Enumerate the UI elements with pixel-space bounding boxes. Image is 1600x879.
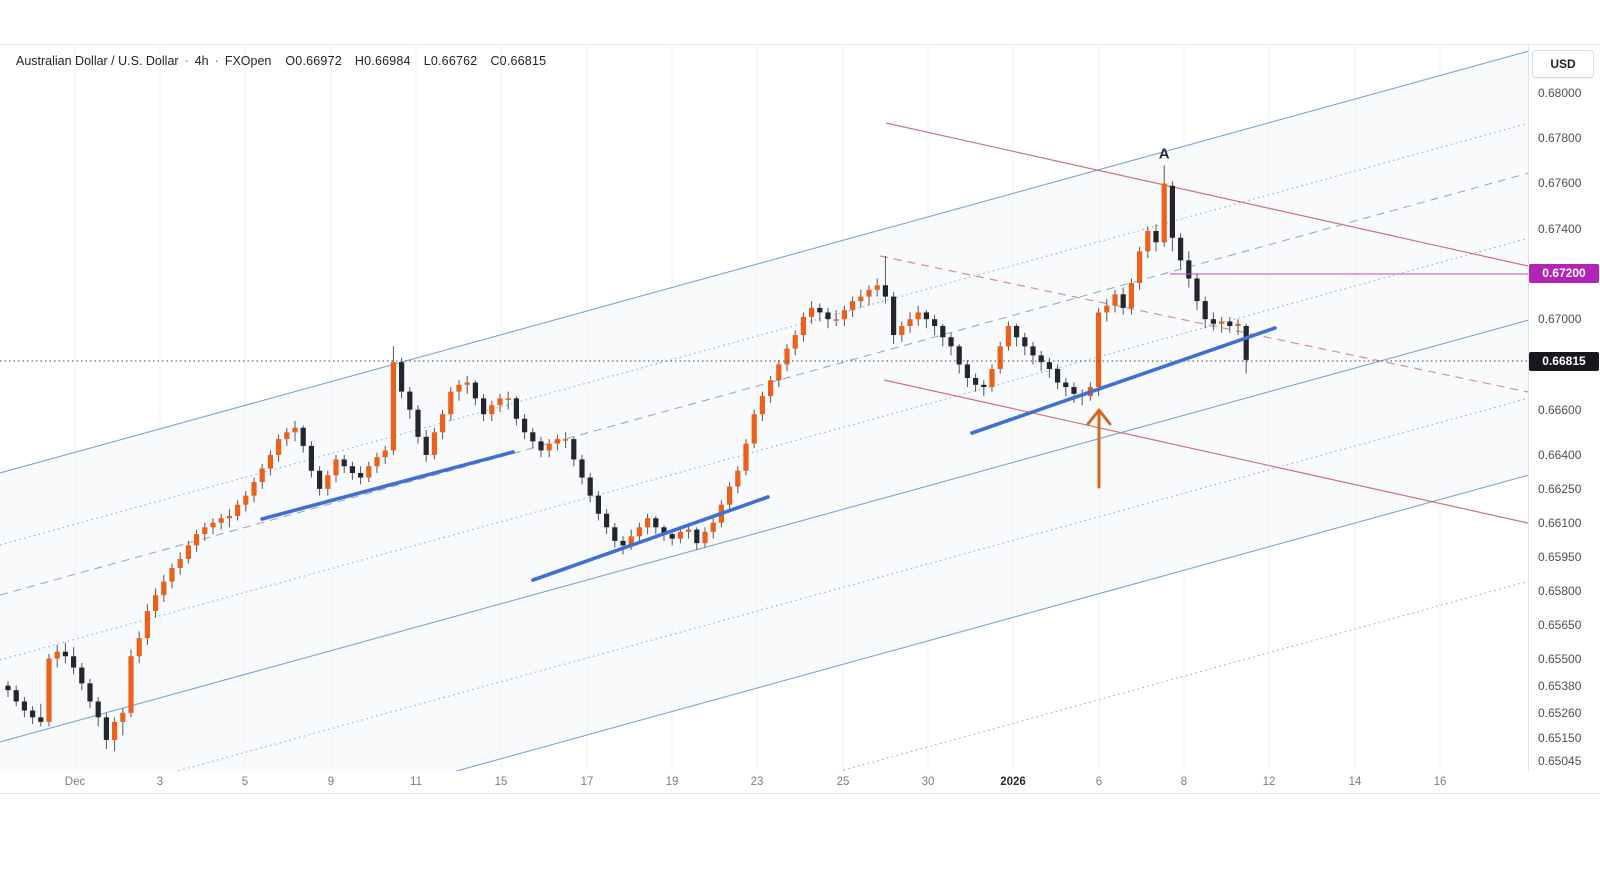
price-axis-label: 0.65950: [1538, 549, 1582, 564]
interval-label: 4h: [194, 53, 209, 68]
ohlc-c-value: C0.66815: [490, 53, 547, 68]
price-axis-label: 0.68000: [1538, 86, 1582, 100]
wave-a-label: A: [1159, 145, 1170, 162]
time-axis-label: 25: [836, 776, 850, 788]
time-axis-label: 12: [1262, 776, 1276, 788]
currency-button[interactable]: USD: [1532, 50, 1594, 78]
separator-dot: ·: [214, 53, 219, 68]
price-axis-label: 0.67600: [1538, 176, 1582, 191]
time-axis-label: 6: [1095, 776, 1103, 788]
ohlc-l-value: L0.66762: [423, 53, 478, 68]
price-axis-label: 0.67400: [1538, 221, 1582, 236]
last-price-badge: 0.66815: [1529, 351, 1599, 371]
price-axis-label: 0.67800: [1538, 131, 1582, 146]
time-axis-label: 14: [1348, 776, 1362, 788]
time-axis[interactable]: Dec 3 5 9 11 15 17 19 23 25 30 2026 6 8 12 14 16: [0, 771, 1600, 793]
price-axis-label: 0.65260: [1538, 705, 1582, 720]
footer-band: FXopen Forex Invest Group OU Investment …: [0, 794, 1600, 879]
price-axis[interactable]: 0.68000 0.67800 0.67600 0.67400 0.67200 0.670…: [1528, 45, 1600, 771]
time-axis-label: 11: [410, 776, 422, 788]
time-axis-label: 2026: [1000, 776, 1026, 788]
alert-price-badge: 0.67200: [1529, 264, 1599, 284]
time-axis-label: 15: [494, 776, 508, 788]
price-axis-label: 0.65045: [1538, 754, 1582, 769]
channel-fill: [0, 51, 1528, 771]
price-axis-label: 0.65380: [1538, 678, 1582, 693]
pane-top-border: [0, 44, 1600, 45]
grid-lines: [74, 45, 1441, 771]
ohlc-values: O0.66972 H0.66984 L0.66762 C0.66815: [285, 54, 559, 68]
symbol-legend[interactable]: Australian Dollar / U.S. Dollar · 4h · F…: [16, 52, 559, 69]
price-axis-label: 0.66400: [1538, 447, 1582, 462]
time-axis-label: 17: [580, 776, 594, 788]
time-axis-label: 5: [241, 776, 249, 788]
support-trendlines[interactable]: [260, 326, 1277, 582]
time-axis-label: 30: [921, 776, 935, 788]
time-axis-label: 16: [1433, 776, 1447, 788]
time-axis-label: 3: [156, 776, 164, 788]
price-axis-label: 0.66250: [1538, 481, 1582, 496]
time-axis-label: 23: [750, 776, 764, 788]
symbol-title: Australian Dollar / U.S. Dollar: [16, 53, 179, 68]
time-axis-label: 19: [665, 776, 679, 788]
exchange-label: FXOpen: [224, 53, 272, 68]
time-axis-label: Dec: [64, 776, 86, 788]
price-axis-label: 0.67000: [1538, 312, 1582, 327]
price-axis-label: 0.65150: [1538, 730, 1582, 745]
descending-red-lines[interactable]: [879, 122, 1528, 524]
price-axis-label: 0.65500: [1538, 651, 1582, 666]
ohlc-h-value: H0.66984: [354, 53, 411, 68]
time-axis-label: 9: [327, 776, 335, 788]
ohlc-o-value: O0.66972: [285, 53, 342, 68]
price-chart-canvas[interactable]: A: [0, 0, 1600, 793]
price-axis-label: 0.66600: [1538, 402, 1582, 417]
wave-label-group: A: [1159, 145, 1170, 162]
price-axis-label: 0.66100: [1538, 515, 1582, 530]
up-arrow-annotation[interactable]: [1086, 408, 1112, 489]
price-axis-label: 0.65650: [1538, 617, 1582, 632]
price-marker-lines: [0, 273, 1528, 362]
separator-dot: ·: [184, 53, 189, 68]
footer-border: [0, 793, 1600, 794]
ascending-channel-lines[interactable]: [0, 50, 1528, 793]
price-axis-label: 0.65800: [1538, 583, 1582, 598]
time-axis-label: 8: [1180, 776, 1188, 788]
price-axis-border: [1528, 45, 1529, 793]
